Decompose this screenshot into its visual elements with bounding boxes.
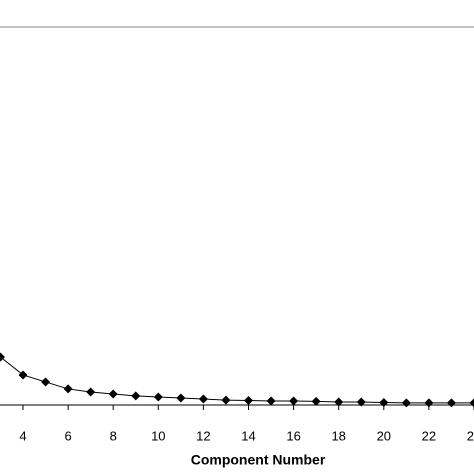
x-tick-label: 16 — [286, 428, 300, 443]
x-tick-label: 20 — [377, 428, 391, 443]
data-point — [266, 396, 276, 406]
data-point — [0, 352, 5, 362]
x-tick-label: 18 — [331, 428, 345, 443]
data-point — [63, 384, 73, 394]
data-point — [221, 395, 231, 405]
data-point — [379, 398, 389, 408]
data-point — [244, 395, 254, 405]
x-tick-label: 22 — [422, 428, 436, 443]
data-point — [401, 398, 411, 408]
x-axis-title: Component Number — [191, 452, 326, 468]
data-point — [131, 391, 141, 401]
data-point — [18, 370, 28, 380]
data-point — [108, 389, 118, 399]
x-tick-label: 12 — [196, 428, 210, 443]
data-point — [86, 387, 96, 397]
data-point — [334, 397, 344, 407]
data-point — [289, 396, 299, 406]
series-line — [0, 356, 474, 404]
x-tick-label: 8 — [110, 428, 117, 443]
data-point — [41, 377, 51, 387]
data-point — [446, 398, 456, 408]
data-point — [356, 397, 366, 407]
x-tick-label: 14 — [241, 428, 255, 443]
x-tick-label: 10 — [151, 428, 165, 443]
data-point — [311, 396, 321, 406]
x-tick-label: 6 — [64, 428, 71, 443]
data-point — [176, 393, 186, 403]
data-point — [153, 392, 163, 402]
x-tick-label: 4 — [19, 428, 26, 443]
data-point — [198, 394, 208, 404]
data-point — [469, 398, 474, 408]
x-tick-label: 24 — [467, 428, 474, 443]
data-point — [424, 398, 434, 408]
